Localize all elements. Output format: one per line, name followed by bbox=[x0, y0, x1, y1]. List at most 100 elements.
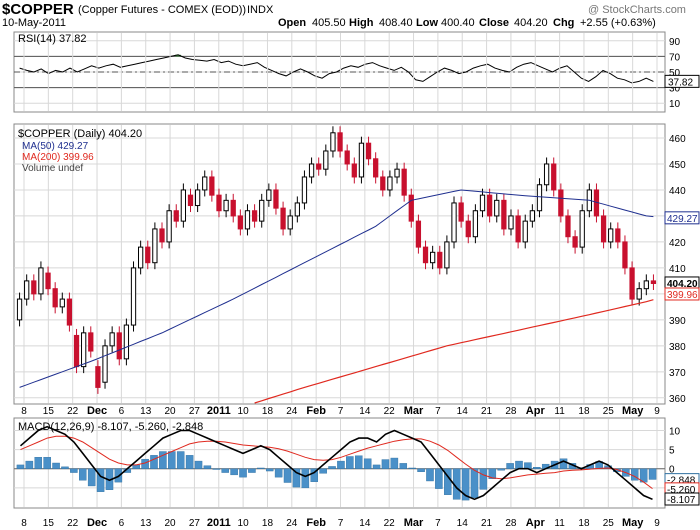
candle-up bbox=[444, 241, 450, 269]
macd-histogram-bar bbox=[185, 455, 194, 469]
x-tick-label: 20 bbox=[165, 518, 177, 529]
axis-layer: 907050301037.824604504404304204104003903… bbox=[21, 37, 700, 529]
candle-down bbox=[337, 132, 343, 152]
candle-down bbox=[558, 189, 564, 217]
macd-histogram-bar bbox=[43, 457, 51, 469]
candle-down bbox=[273, 189, 279, 209]
candle-up bbox=[308, 163, 315, 178]
candle-down bbox=[145, 246, 151, 264]
macd-histogram-bar bbox=[230, 468, 238, 476]
legend-volume: Volume undef bbox=[22, 163, 83, 174]
x-tick-label: 20 bbox=[165, 406, 177, 417]
candle-up bbox=[451, 202, 457, 243]
candle-down bbox=[615, 228, 621, 243]
x-tick-label: 28 bbox=[505, 406, 517, 417]
candle-down bbox=[251, 210, 258, 222]
rsi-last-value-box bbox=[664, 74, 700, 88]
x-tick-label: 25 bbox=[603, 518, 615, 529]
candle-up bbox=[194, 189, 201, 207]
price-legend: $COPPER (Daily) 404.20 MA(50) 429.27 MA(… bbox=[18, 128, 142, 174]
candle-up bbox=[479, 194, 486, 212]
exchange-label: INDX bbox=[247, 4, 274, 16]
candle-up bbox=[472, 210, 479, 238]
macd-histogram-bar bbox=[426, 468, 434, 482]
candle-down bbox=[73, 334, 80, 368]
rsi-tick-label: 70 bbox=[669, 52, 681, 63]
price-tick-label: 370 bbox=[669, 368, 686, 379]
macd-histogram-bar bbox=[470, 468, 479, 499]
candle-down bbox=[187, 194, 194, 207]
rsi-tick-label: 30 bbox=[669, 84, 681, 95]
candle-up bbox=[59, 298, 65, 308]
candle-up bbox=[266, 189, 272, 201]
macd-histogram-bar bbox=[461, 468, 470, 501]
x-tick-label: Dec bbox=[87, 517, 107, 529]
candle-down bbox=[465, 220, 471, 238]
candle-up bbox=[323, 150, 329, 170]
candle-down bbox=[230, 199, 236, 217]
x-tick-label: 11 bbox=[554, 406, 565, 417]
macd-tick-label: 5 bbox=[669, 446, 675, 457]
candle-up bbox=[394, 168, 400, 178]
macd-histogram-bar bbox=[337, 460, 345, 469]
candle-up bbox=[536, 184, 543, 212]
macd-histogram-bar bbox=[70, 468, 78, 473]
macd-histogram-bar bbox=[176, 451, 185, 469]
candle-down bbox=[316, 163, 322, 170]
candle-up bbox=[202, 176, 208, 191]
x-tick-label: 15 bbox=[43, 518, 55, 529]
x-tick-label: 9 bbox=[654, 406, 660, 417]
macd-histogram-bar bbox=[168, 451, 176, 469]
x-tick-label: 24 bbox=[286, 406, 298, 417]
candle-down bbox=[408, 194, 414, 222]
candle-up bbox=[608, 228, 614, 243]
candle-up bbox=[387, 176, 393, 191]
candle-up bbox=[301, 176, 308, 204]
macd-histogram-bar bbox=[506, 463, 514, 469]
candle-down bbox=[66, 298, 73, 326]
candle-up bbox=[16, 298, 23, 321]
macd-panel-frame bbox=[13, 417, 666, 509]
macd-histogram-bar bbox=[390, 457, 399, 469]
macd-histogram-bar bbox=[159, 451, 167, 469]
price-tick-label: 360 bbox=[669, 394, 686, 405]
macd-line bbox=[19, 425, 653, 501]
date-label: 10-May-2011 bbox=[2, 17, 66, 29]
macd-histogram-bar bbox=[150, 455, 158, 469]
open-value: 405.50 bbox=[312, 17, 346, 29]
candle-down bbox=[344, 150, 350, 165]
x-tick-label: 8 bbox=[21, 406, 27, 417]
x-tick-label: 18 bbox=[578, 406, 590, 417]
macd-histogram-bar bbox=[533, 467, 541, 469]
macd-histogram-bar bbox=[319, 468, 327, 474]
macd-title: MACD(12,26,9) -8.107, -5.260, -2.848 bbox=[18, 421, 203, 433]
x-tick-label: 14 bbox=[457, 406, 469, 417]
x-tick-label: 22 bbox=[67, 406, 79, 417]
x-tick-label: Apr bbox=[526, 405, 546, 417]
low-label: Low bbox=[416, 17, 438, 29]
candle-up bbox=[358, 142, 365, 178]
macd-histogram-bar bbox=[363, 458, 372, 469]
candle-down bbox=[31, 280, 37, 295]
macd-histogram-bar bbox=[515, 460, 523, 469]
macd-histogram-bar bbox=[221, 468, 229, 473]
x-tick-label: 8 bbox=[21, 518, 27, 529]
x-tick-label: 27 bbox=[189, 518, 201, 529]
candle-up bbox=[494, 199, 500, 217]
rsi-tick-label: 50 bbox=[669, 68, 681, 79]
x-tick-label: 11 bbox=[554, 518, 565, 529]
macd-histogram-bar bbox=[479, 468, 488, 490]
price-tick-label: 440 bbox=[669, 186, 686, 197]
candle-down bbox=[629, 267, 635, 300]
candle-down bbox=[401, 168, 407, 196]
price-tick-label: 420 bbox=[669, 238, 686, 249]
x-tick-label: 10 bbox=[238, 406, 250, 417]
candle-up bbox=[430, 251, 436, 264]
x-tick-label: 14 bbox=[457, 518, 469, 529]
x-tick-label: 7 bbox=[338, 406, 344, 417]
high-label: High bbox=[349, 17, 374, 29]
macd-histogram-bar bbox=[87, 468, 96, 487]
x-tick-label: 25 bbox=[603, 406, 615, 417]
macd-histogram-bar bbox=[488, 468, 497, 479]
